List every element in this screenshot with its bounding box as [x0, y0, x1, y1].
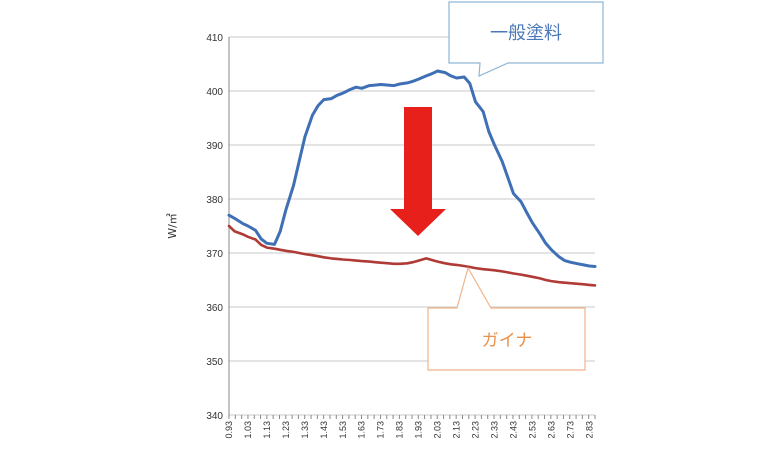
callout-box-gaina: [427, 266, 586, 371]
series-line-ippan-toryo: [227, 69, 597, 268]
callout-label-gaina: ガイナ: [482, 331, 533, 351]
y-tick-label: 350: [206, 357, 223, 368]
arrow-layer: [390, 107, 446, 236]
x-tick-label: 2.23: [471, 421, 481, 439]
x-tick-label: 1.33: [300, 421, 310, 439]
x-tick-label: 0.93: [224, 421, 234, 439]
callout-label-ippan-toryo: 一般塗料: [490, 22, 562, 44]
x-tick-label: 2.83: [584, 421, 594, 439]
callout-box-ippan-toryo: [448, 1, 604, 77]
axis-layer: 340 350 360 370 380 390 400 410 0.93 1.03 1.13 1.23…: [206, 33, 596, 439]
red-down-arrow: [390, 107, 446, 236]
x-tick-label: 1.73: [376, 421, 386, 439]
x-tick-label: 1.63: [357, 421, 367, 439]
x-tick-label: 2.43: [508, 421, 518, 439]
x-tick-label: 2.73: [565, 421, 575, 439]
y-tick-label: 400: [206, 87, 223, 98]
x-tick-label: 1.23: [281, 421, 291, 439]
x-tick-label: 2.53: [527, 421, 537, 439]
x-tick-label: 1.03: [243, 421, 253, 439]
series-layer: [227, 69, 597, 287]
y-tick-label: 360: [206, 303, 223, 314]
x-tick-label: 1.53: [338, 421, 348, 439]
x-tick-label: 1.13: [262, 421, 272, 439]
y-tick-label: 390: [206, 141, 223, 152]
x-tick-label: 2.63: [546, 421, 556, 439]
y-tick-label: 370: [206, 249, 223, 260]
x-tick-label: 2.03: [433, 421, 443, 439]
y-tick-label: 380: [206, 195, 223, 206]
y-tick-label: 340: [206, 411, 223, 422]
x-tick-label: 2.33: [489, 421, 499, 439]
x-tick-label: 2.13: [452, 421, 462, 439]
x-tick-label: 1.83: [395, 421, 405, 439]
y-tick-label: 410: [206, 33, 223, 44]
x-tick-label: 1.43: [319, 421, 329, 439]
x-tick-label: 1.93: [414, 421, 424, 439]
series-line-gaina: [227, 224, 597, 287]
y-axis-label: W/㎡: [166, 213, 179, 239]
